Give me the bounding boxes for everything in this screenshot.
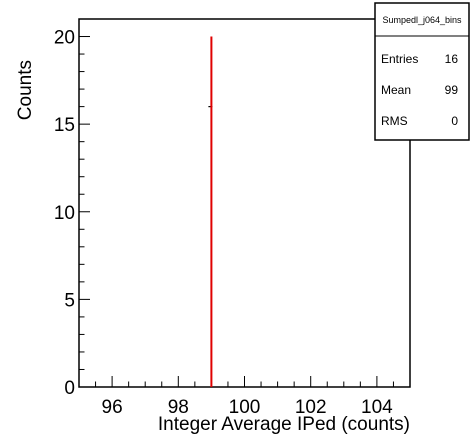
x-tick-label: 104 — [361, 397, 393, 418]
x-tick-label: 98 — [168, 397, 189, 418]
histogram-marks — [208, 36, 213, 387]
stats-rms-value: 0 — [451, 114, 458, 128]
y-tick-label: 10 — [54, 203, 75, 224]
stats-box: Sumpedl_j064_bins Entries 16 Mean 99 RMS… — [374, 2, 470, 141]
x-axis-title: Integer Average IPed (counts) — [158, 414, 410, 435]
stats-mean-value: 99 — [445, 83, 459, 97]
stats-box-title: Sumpedl_j064_bins — [382, 15, 462, 25]
stats-mean-label: Mean — [381, 83, 411, 97]
stats-box-frame — [374, 2, 470, 141]
plot-frame — [78, 18, 411, 388]
x-tick-label: 96 — [102, 397, 123, 418]
y-tick-label: 0 — [64, 378, 75, 399]
x-tick-label: 102 — [295, 397, 327, 418]
axis-ticks: 96 98 100 102 104 0 5 10 15 20 — [54, 18, 411, 418]
stats-entries-value: 16 — [445, 52, 459, 66]
x-tick-label: 100 — [229, 397, 261, 418]
y-tick-label: 5 — [64, 290, 75, 311]
stats-rms-label: RMS — [381, 114, 408, 128]
y-axis-title: Counts — [15, 60, 36, 120]
y-tick-label: 15 — [54, 115, 75, 136]
stats-entries-label: Entries — [381, 52, 418, 66]
y-tick-label: 20 — [54, 28, 75, 49]
